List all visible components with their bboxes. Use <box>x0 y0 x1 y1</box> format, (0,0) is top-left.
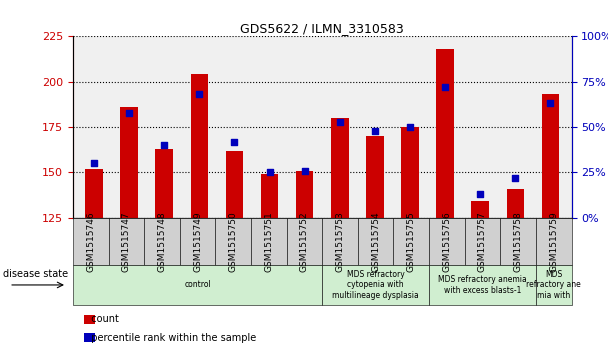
Text: percentile rank within the sample: percentile rank within the sample <box>85 333 257 343</box>
Bar <box>261 174 278 218</box>
Point <box>230 139 240 144</box>
Point <box>405 124 415 130</box>
Bar <box>542 94 559 218</box>
Point <box>124 110 134 115</box>
Bar <box>366 136 384 218</box>
Bar <box>437 49 454 218</box>
Text: GSM1515748: GSM1515748 <box>157 211 167 272</box>
Text: MDS
refractory ane
mia with: MDS refractory ane mia with <box>527 270 581 300</box>
Text: GSM1515751: GSM1515751 <box>264 211 274 272</box>
Point <box>370 128 380 134</box>
Text: GSM1515757: GSM1515757 <box>478 211 487 272</box>
Point <box>335 119 345 125</box>
Bar <box>120 107 138 218</box>
Text: GSM1515754: GSM1515754 <box>371 211 380 272</box>
Text: disease state: disease state <box>3 269 68 279</box>
Point <box>300 168 309 174</box>
Text: GSM1515747: GSM1515747 <box>122 211 131 272</box>
Title: GDS5622 / ILMN_3310583: GDS5622 / ILMN_3310583 <box>240 22 404 35</box>
Text: GSM1515752: GSM1515752 <box>300 211 309 272</box>
Bar <box>85 169 103 218</box>
Bar <box>506 189 524 218</box>
Text: control: control <box>184 281 211 289</box>
Point <box>545 101 555 106</box>
Bar <box>226 151 243 218</box>
Bar <box>331 118 348 218</box>
Point <box>264 170 274 175</box>
Bar <box>156 149 173 218</box>
Text: MDS refractory anemia
with excess blasts-1: MDS refractory anemia with excess blasts… <box>438 275 527 295</box>
Bar <box>471 201 489 218</box>
Bar <box>190 74 208 218</box>
Text: count: count <box>85 314 119 325</box>
Point <box>475 191 485 197</box>
Point <box>159 142 169 148</box>
Point <box>511 175 520 181</box>
Point <box>195 91 204 97</box>
Text: GSM1515759: GSM1515759 <box>549 211 558 272</box>
Text: GSM1515755: GSM1515755 <box>407 211 416 272</box>
Text: GSM1515756: GSM1515756 <box>443 211 451 272</box>
Bar <box>401 127 419 218</box>
Point <box>89 160 99 166</box>
Text: GSM1515750: GSM1515750 <box>229 211 238 272</box>
Point <box>440 84 450 90</box>
Bar <box>296 171 314 218</box>
Text: GSM1515749: GSM1515749 <box>193 211 202 272</box>
Text: MDS refractory
cytopenia with
multilineage dysplasia: MDS refractory cytopenia with multilinea… <box>333 270 419 300</box>
Text: GSM1515746: GSM1515746 <box>86 211 95 272</box>
Text: GSM1515758: GSM1515758 <box>514 211 523 272</box>
Text: GSM1515753: GSM1515753 <box>336 211 345 272</box>
